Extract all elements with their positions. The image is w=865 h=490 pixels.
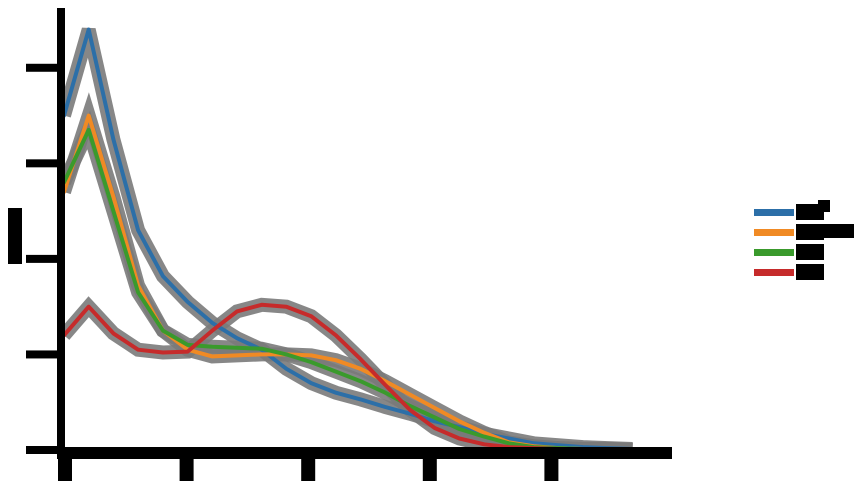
legend-label-glyph-2 xyxy=(796,224,824,240)
y-tick xyxy=(26,63,58,72)
legend-label-glyph-4 xyxy=(796,264,824,280)
legend-swatch-4 xyxy=(754,269,794,276)
y-tick xyxy=(26,446,58,454)
legend xyxy=(754,200,854,280)
x-tick xyxy=(301,455,316,481)
y-axis-line xyxy=(57,8,65,456)
x-tick xyxy=(422,455,437,481)
legend-swatch-2 xyxy=(754,229,794,236)
legend-label-glyph-1 xyxy=(796,204,824,220)
legend-label-glyph-3 xyxy=(796,244,824,260)
legend-swatch-1 xyxy=(754,209,794,216)
series-1-shadow xyxy=(57,27,633,456)
y-tick xyxy=(26,159,58,168)
legend-swatch-3 xyxy=(754,249,794,256)
series-1-line xyxy=(62,27,635,451)
y-axis-label-glyph xyxy=(8,208,22,264)
y-tick xyxy=(26,350,58,359)
x-tick xyxy=(58,455,72,481)
y-tick xyxy=(26,254,58,263)
axes xyxy=(8,8,672,481)
x-tick xyxy=(544,455,559,481)
x-tick xyxy=(179,455,194,481)
legend-label-glyph-extra xyxy=(818,200,830,212)
x-axis-line xyxy=(57,447,672,459)
legend-label-glyph-extra xyxy=(824,224,854,238)
series-shadow-layer xyxy=(57,27,633,457)
